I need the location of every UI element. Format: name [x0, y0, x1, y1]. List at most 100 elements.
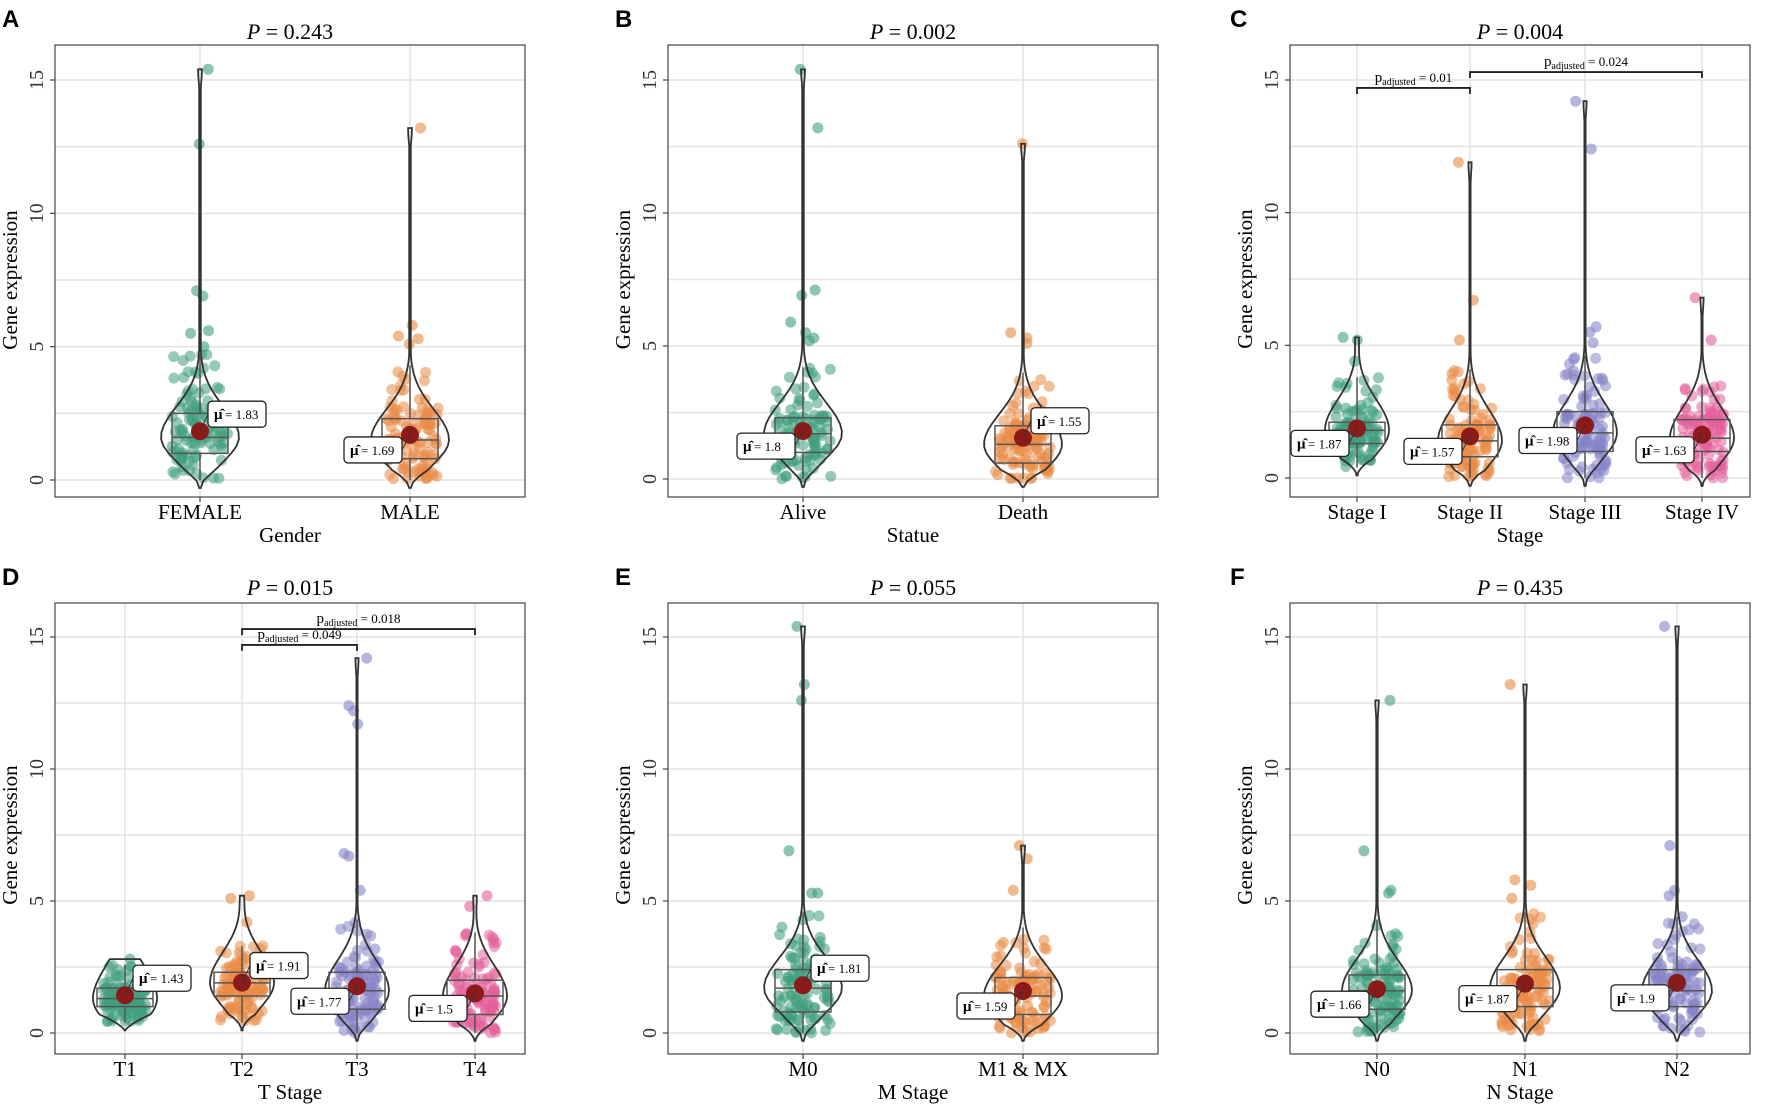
violin-group: Alive μ̂ = 1.8 [736, 63, 843, 524]
data-point [1583, 381, 1595, 393]
bracket-value: = 0.01 [1416, 70, 1453, 85]
p-value: = 0.435 [1490, 575, 1563, 600]
data-point [386, 384, 398, 395]
data-point [1018, 942, 1030, 954]
data-point [392, 366, 404, 378]
comparison-bracket: padjusted = 0.024 [1469, 54, 1703, 79]
bracket-line [241, 628, 476, 636]
outlier-point [783, 845, 795, 857]
data-point [798, 934, 810, 946]
mean-label-text: = 1.43 [150, 971, 183, 986]
data-point [177, 423, 189, 435]
x-tick-label: Stage I [1328, 500, 1387, 524]
data-point [1704, 405, 1716, 417]
plot-title: P = 0.435 [1476, 575, 1563, 600]
data-point [257, 984, 269, 996]
data-point [217, 430, 229, 442]
adjusted-subscript: adjusted [1382, 77, 1415, 88]
mean-label-text: = 1.57 [1421, 444, 1455, 459]
mu-hat-symbol: μ̂ [963, 999, 975, 1015]
label-leader [1014, 990, 1024, 1007]
x-axis-label: Statue [887, 523, 940, 547]
violin-group: M1 & MX μ̂ = 1.59 [956, 840, 1068, 1081]
data-point [1560, 411, 1571, 423]
y-tick-label: 5 [26, 896, 48, 906]
data-point [1363, 1021, 1375, 1033]
mean-label-text: = 1.69 [361, 443, 394, 458]
data-point [797, 439, 809, 451]
y-tick-label: 5 [26, 342, 48, 352]
data-point [1330, 411, 1342, 423]
mean-label-box [956, 992, 1016, 1020]
data-point [1679, 383, 1691, 395]
data-point [421, 404, 433, 416]
plot-title: P = 0.243 [246, 19, 333, 44]
data-point [811, 397, 823, 409]
mean-label-box [1518, 426, 1578, 455]
data-point [1687, 995, 1699, 1007]
data-point [1683, 978, 1695, 990]
data-point [1694, 943, 1706, 955]
mu-hat-symbol: μ̂ [1525, 433, 1537, 449]
data-point [112, 978, 124, 990]
data-point [350, 952, 361, 964]
data-point [418, 375, 430, 387]
data-point [418, 450, 430, 462]
y-axis-label: Gene expression [611, 765, 635, 905]
data-point [1001, 978, 1013, 990]
data-point [168, 351, 180, 363]
outlier-point [343, 850, 355, 862]
mu-hat-symbol: μ̂ [817, 961, 829, 977]
x-tick-label: T2 [230, 1057, 253, 1081]
data-point [1651, 974, 1663, 986]
y-tick-label: 10 [26, 203, 48, 223]
violin-group: Stage I μ̂ = 1.87 [1290, 331, 1390, 524]
mean-label-box [207, 400, 267, 428]
data-point [215, 945, 227, 957]
data-point [451, 947, 463, 958]
data-point [1596, 372, 1608, 384]
outlier-point [1570, 95, 1582, 107]
data-point [790, 1027, 802, 1039]
y-tick-label: 10 [1261, 203, 1283, 223]
x-axis-label: M Stage [878, 1080, 949, 1104]
data-point [420, 366, 432, 378]
mean-label-box [408, 994, 468, 1023]
data-point [807, 462, 819, 474]
violin-outline [160, 68, 240, 489]
y-tick-label: 10 [639, 203, 661, 223]
outlier-point [1452, 156, 1464, 168]
bracket-value: = 0.018 [357, 611, 400, 626]
data-point [774, 929, 786, 941]
mean-label-box [249, 951, 309, 980]
label-leader [124, 978, 134, 996]
data-point [1004, 472, 1016, 484]
violin-outline [92, 958, 158, 1032]
data-point [775, 995, 787, 1007]
outlier-point [1659, 620, 1670, 632]
data-point [1699, 444, 1710, 456]
x-tick-label: T4 [463, 1057, 487, 1081]
y-tick-label: 5 [1261, 340, 1283, 350]
outlier-point [361, 652, 373, 664]
p-value: = 0.055 [883, 575, 956, 600]
data-point [824, 363, 836, 375]
x-tick-label: Stage II [1437, 500, 1503, 524]
p-label: P [1476, 19, 1490, 44]
label-leader [1022, 420, 1032, 438]
data-point [234, 940, 246, 952]
data-point [1599, 407, 1611, 419]
outlier-point [481, 890, 493, 902]
data-point [1686, 1007, 1697, 1019]
data-point [1686, 965, 1698, 977]
y-tick-label: 15 [26, 70, 48, 90]
x-tick-label: N2 [1664, 1057, 1690, 1081]
data-point [1038, 942, 1050, 954]
data-point [1672, 961, 1684, 973]
data-point [398, 401, 410, 413]
data-point [487, 937, 499, 948]
p-value: = 0.243 [260, 19, 333, 44]
outlier-point [1525, 879, 1537, 891]
data-point [1387, 941, 1399, 953]
violin-outline [1552, 100, 1618, 487]
